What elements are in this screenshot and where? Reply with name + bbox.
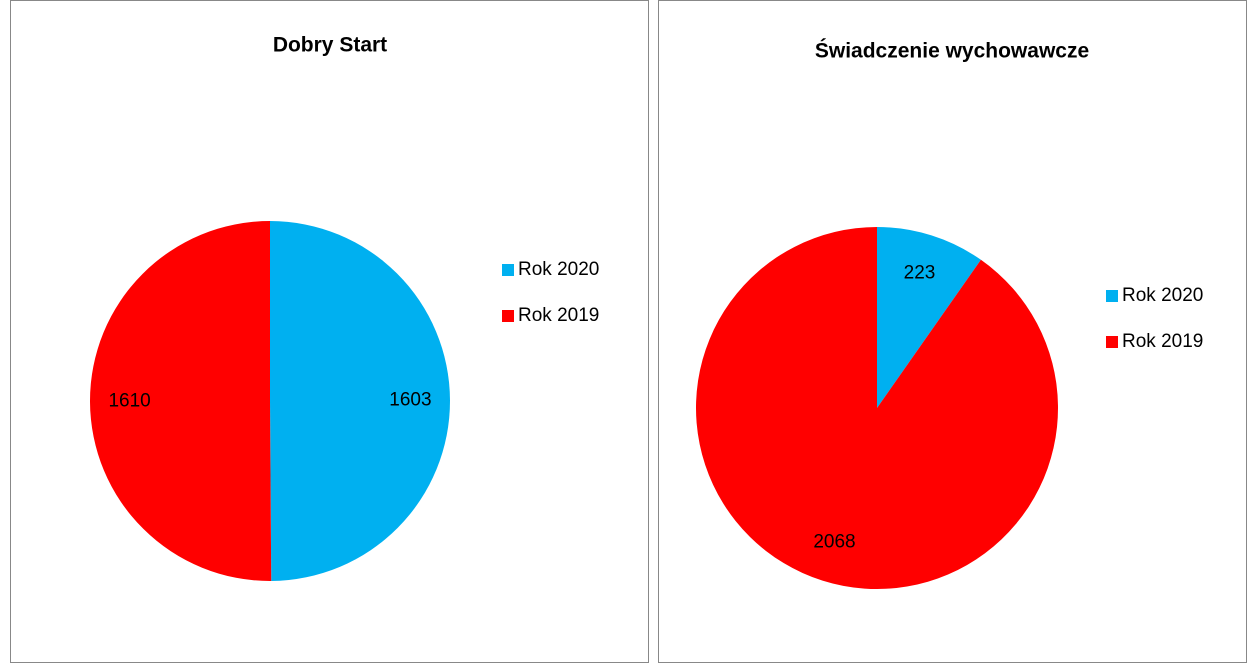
pie-slice bbox=[696, 227, 1059, 590]
legend-swatch bbox=[1106, 336, 1118, 348]
chart-title: Dobry Start bbox=[273, 34, 387, 57]
legend-swatch bbox=[502, 264, 514, 276]
data-label: 2068 bbox=[813, 532, 855, 553]
legend-swatch bbox=[1106, 290, 1118, 302]
chart-title: Świadczenie wychowawcze bbox=[815, 39, 1089, 63]
pie-slice bbox=[270, 221, 450, 581]
legend-label: Rok 2020 bbox=[518, 259, 599, 280]
data-label: 1610 bbox=[108, 390, 150, 411]
legend-label: Rok 2020 bbox=[1122, 285, 1203, 306]
legend-swatch bbox=[502, 310, 514, 322]
data-label: 223 bbox=[904, 262, 936, 283]
data-label: 1603 bbox=[389, 390, 431, 411]
legend-label: Rok 2019 bbox=[518, 305, 599, 326]
pie-slice bbox=[89, 221, 272, 581]
pie-slice bbox=[877, 227, 981, 408]
legend-label: Rok 2019 bbox=[1122, 331, 1203, 352]
